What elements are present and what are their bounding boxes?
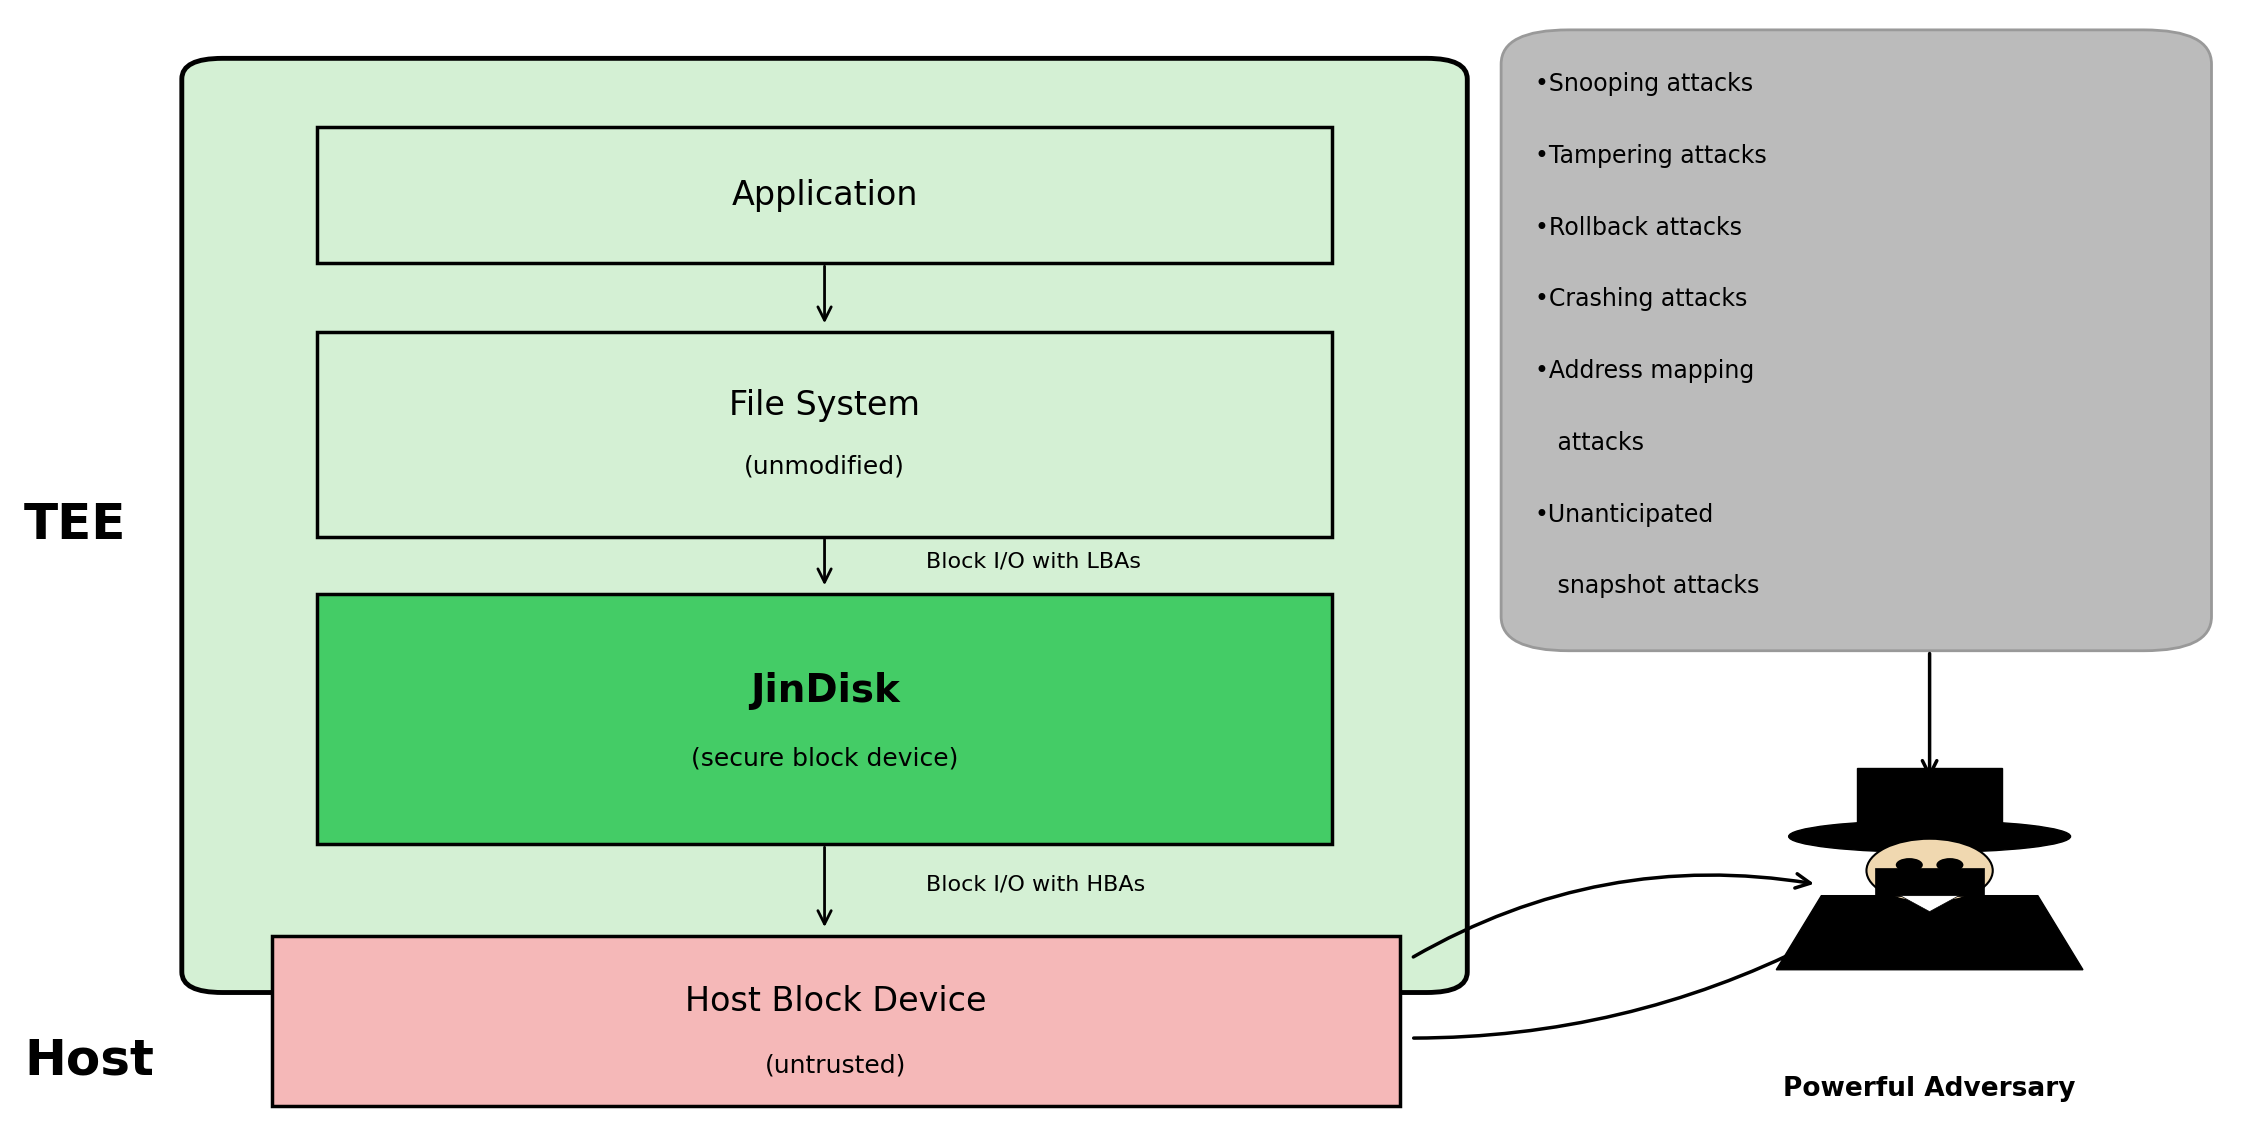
Text: TEE: TEE — [25, 501, 126, 549]
Text: Host Block Device: Host Block Device — [684, 986, 987, 1019]
Ellipse shape — [1788, 820, 2071, 852]
Circle shape — [1897, 858, 1924, 871]
Text: •Address mapping: •Address mapping — [1535, 359, 1754, 383]
Text: •Snooping attacks: •Snooping attacks — [1535, 72, 1752, 96]
Text: File System: File System — [729, 389, 919, 423]
Polygon shape — [1901, 895, 1960, 911]
Text: Application: Application — [732, 178, 917, 211]
Text: •Crashing attacks: •Crashing attacks — [1535, 288, 1748, 312]
Text: JinDisk: JinDisk — [750, 671, 899, 709]
Text: (unmodified): (unmodified) — [745, 455, 905, 478]
Text: Powerful Adversary: Powerful Adversary — [1784, 1077, 2075, 1102]
Text: •Tampering attacks: •Tampering attacks — [1535, 144, 1766, 168]
FancyBboxPatch shape — [1502, 30, 2211, 651]
Text: (untrusted): (untrusted) — [765, 1053, 905, 1077]
Polygon shape — [1777, 895, 2082, 970]
Text: Host: Host — [25, 1037, 154, 1085]
Text: attacks: attacks — [1535, 431, 1644, 455]
FancyBboxPatch shape — [1858, 769, 2003, 836]
Text: •Unanticipated: •Unanticipated — [1535, 502, 1714, 526]
Text: (secure block device): (secure block device) — [691, 747, 957, 771]
FancyBboxPatch shape — [316, 332, 1332, 537]
Circle shape — [1867, 838, 1994, 902]
FancyBboxPatch shape — [316, 594, 1332, 844]
Circle shape — [1937, 858, 1964, 871]
FancyBboxPatch shape — [271, 935, 1400, 1107]
Text: snapshot attacks: snapshot attacks — [1535, 574, 1759, 598]
FancyBboxPatch shape — [1876, 868, 1985, 895]
Text: Block I/O with HBAs: Block I/O with HBAs — [926, 875, 1145, 894]
FancyBboxPatch shape — [183, 58, 1468, 992]
Text: •Rollback attacks: •Rollback attacks — [1535, 216, 1741, 240]
FancyBboxPatch shape — [316, 127, 1332, 264]
Text: Block I/O with LBAs: Block I/O with LBAs — [926, 552, 1140, 572]
